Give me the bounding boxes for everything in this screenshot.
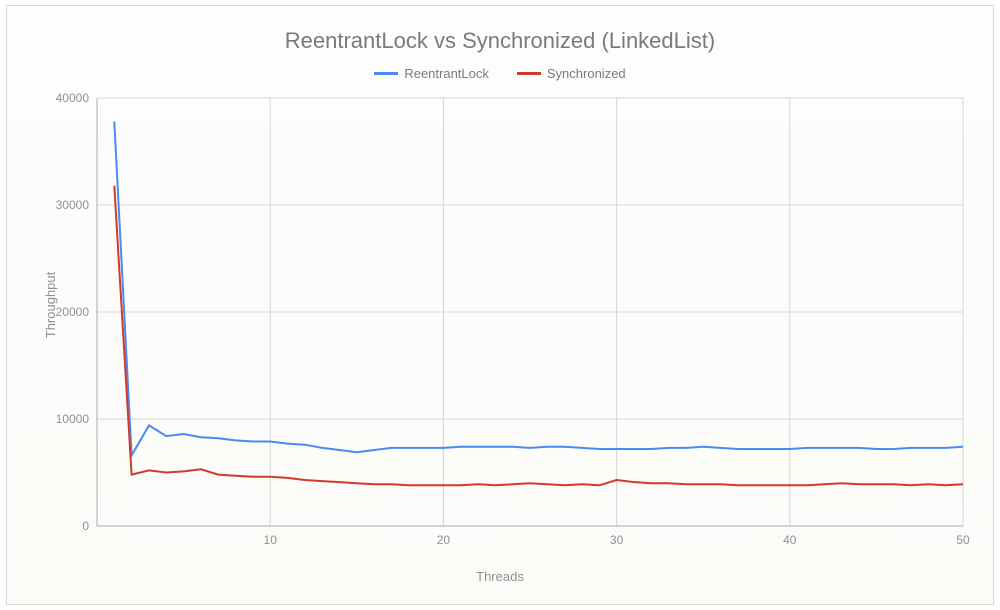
x-tick-label: 50 <box>956 533 970 547</box>
legend-swatch-reentrantlock <box>374 72 398 75</box>
y-tick-label: 30000 <box>56 198 90 212</box>
plot-area: 0100002000030000400001020304050 <box>97 98 963 526</box>
legend: ReentrantLock Synchronized <box>7 66 993 81</box>
x-axis-label: Threads <box>7 569 993 584</box>
legend-item-synchronized: Synchronized <box>517 66 626 81</box>
legend-item-reentrantlock: ReentrantLock <box>374 66 489 81</box>
y-tick-label: 10000 <box>56 412 90 426</box>
plot-svg: 0100002000030000400001020304050 <box>97 98 963 526</box>
chart-frame: ReentrantLock vs Synchronized (LinkedLis… <box>6 5 994 605</box>
x-tick-label: 40 <box>783 533 797 547</box>
x-tick-label: 10 <box>264 533 278 547</box>
chart-title: ReentrantLock vs Synchronized (LinkedLis… <box>7 28 993 54</box>
x-tick-label: 20 <box>437 533 451 547</box>
x-tick-label: 30 <box>610 533 624 547</box>
y-tick-label: 20000 <box>56 305 90 319</box>
series-reentrantlock <box>114 122 963 456</box>
legend-label: ReentrantLock <box>404 66 489 81</box>
y-tick-label: 40000 <box>56 91 90 105</box>
y-tick-label: 0 <box>82 519 89 533</box>
legend-swatch-synchronized <box>517 72 541 75</box>
legend-label: Synchronized <box>547 66 626 81</box>
